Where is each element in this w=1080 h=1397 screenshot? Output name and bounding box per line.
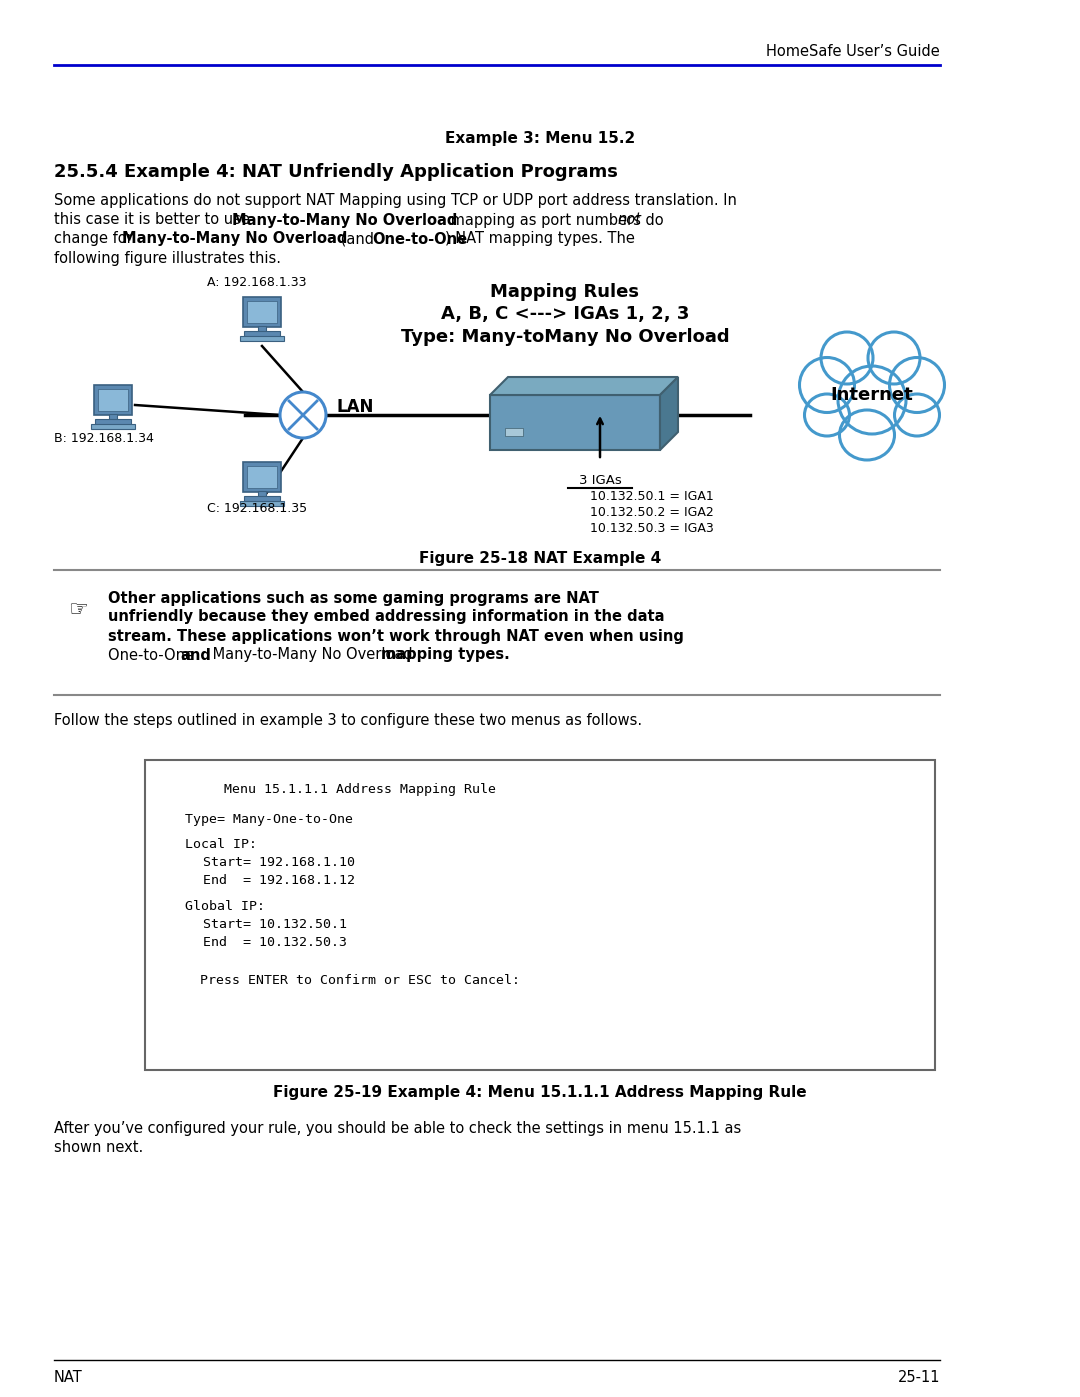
Text: Example 3: Menu 15.2: Example 3: Menu 15.2 xyxy=(445,130,635,145)
Text: 10.132.50.1 = IGA1: 10.132.50.1 = IGA1 xyxy=(590,490,714,503)
Text: Global IP:: Global IP: xyxy=(185,900,265,912)
Text: NAT: NAT xyxy=(54,1369,83,1384)
Text: 10.132.50.2 = IGA2: 10.132.50.2 = IGA2 xyxy=(590,507,714,520)
Text: (and: (and xyxy=(336,232,379,246)
Text: End  = 192.168.1.12: End = 192.168.1.12 xyxy=(203,875,355,887)
Text: A, B, C <---> IGAs 1, 2, 3: A, B, C <---> IGAs 1, 2, 3 xyxy=(441,305,689,323)
Text: Internet: Internet xyxy=(831,386,914,404)
Text: Follow the steps outlined in example 3 to configure these two menus as follows.: Follow the steps outlined in example 3 t… xyxy=(54,714,643,728)
Polygon shape xyxy=(490,377,678,395)
Text: B: 192.168.1.34: B: 192.168.1.34 xyxy=(54,432,153,444)
Text: Start= 192.168.1.10: Start= 192.168.1.10 xyxy=(203,856,355,869)
Text: Many-to-Many No Overload: Many-to-Many No Overload xyxy=(208,647,417,662)
Text: Mapping Rules: Mapping Rules xyxy=(490,284,639,300)
Text: End  = 10.132.50.3: End = 10.132.50.3 xyxy=(203,936,347,949)
Text: 25-11: 25-11 xyxy=(897,1369,940,1384)
Text: ☞: ☞ xyxy=(68,599,87,620)
Ellipse shape xyxy=(838,366,906,434)
Bar xyxy=(95,419,131,425)
Circle shape xyxy=(280,393,326,439)
Text: change for: change for xyxy=(54,232,137,246)
Text: shown next.: shown next. xyxy=(54,1140,144,1154)
Bar xyxy=(91,425,135,429)
Bar xyxy=(258,490,266,497)
Text: not: not xyxy=(617,212,642,228)
Text: LAN: LAN xyxy=(336,398,374,416)
Bar xyxy=(505,427,523,436)
Text: following figure illustrates this.: following figure illustrates this. xyxy=(54,250,281,265)
Bar xyxy=(247,300,276,323)
Text: stream. These applications won’t work through NAT even when using: stream. These applications won’t work th… xyxy=(108,629,684,644)
Text: mapping types.: mapping types. xyxy=(381,647,510,662)
Ellipse shape xyxy=(868,332,920,384)
Text: After you’ve configured your rule, you should be able to check the settings in m: After you’ve configured your rule, you s… xyxy=(54,1120,741,1136)
Bar xyxy=(258,326,266,332)
Bar xyxy=(243,298,281,327)
Text: One-to-One: One-to-One xyxy=(108,647,199,662)
Bar xyxy=(109,414,117,420)
Text: and: and xyxy=(180,647,211,662)
Text: ) NAT mapping types. The: ) NAT mapping types. The xyxy=(445,232,635,246)
Text: Other applications such as some gaming programs are NAT: Other applications such as some gaming p… xyxy=(108,591,599,605)
Bar xyxy=(243,462,281,492)
Text: A: 192.168.1.33: A: 192.168.1.33 xyxy=(207,277,307,289)
Bar xyxy=(145,760,935,1070)
Text: Start= 10.132.50.1: Start= 10.132.50.1 xyxy=(203,918,347,930)
Text: Type= Many-One-to-One: Type= Many-One-to-One xyxy=(185,813,353,827)
Text: Menu 15.1.1.1 Address Mapping Rule: Menu 15.1.1.1 Address Mapping Rule xyxy=(224,784,496,796)
Polygon shape xyxy=(490,395,660,450)
Text: 25.5.4 Example 4: NAT Unfriendly Application Programs: 25.5.4 Example 4: NAT Unfriendly Applica… xyxy=(54,163,618,182)
Text: Some applications do not support NAT Mapping using TCP or UDP port address trans: Some applications do not support NAT Map… xyxy=(54,194,737,208)
Ellipse shape xyxy=(890,358,945,412)
Ellipse shape xyxy=(805,394,850,436)
Ellipse shape xyxy=(799,358,854,412)
Text: Type: Many-toMany No Overload: Type: Many-toMany No Overload xyxy=(401,328,729,346)
Text: Press ENTER to Confirm or ESC to Cancel:: Press ENTER to Confirm or ESC to Cancel: xyxy=(200,974,519,986)
Bar xyxy=(240,337,284,341)
Bar xyxy=(247,467,276,488)
Text: 3 IGAs: 3 IGAs xyxy=(579,474,621,486)
Text: C: 192.168.1.35: C: 192.168.1.35 xyxy=(207,502,307,514)
Bar xyxy=(94,386,132,415)
Text: 10.132.50.3 = IGA3: 10.132.50.3 = IGA3 xyxy=(590,522,714,535)
Text: HomeSafe User’s Guide: HomeSafe User’s Guide xyxy=(766,45,940,60)
Text: One-to-One: One-to-One xyxy=(372,232,468,246)
Bar xyxy=(244,331,280,337)
Bar xyxy=(244,496,280,502)
Ellipse shape xyxy=(821,332,873,384)
Text: mapping as port numbers do: mapping as port numbers do xyxy=(446,212,669,228)
Text: this case it is better to use: this case it is better to use xyxy=(54,212,255,228)
Text: Figure 25-18 NAT Example 4: Figure 25-18 NAT Example 4 xyxy=(419,550,661,566)
Text: Many-to-Many No Overload: Many-to-Many No Overload xyxy=(232,212,457,228)
Bar xyxy=(240,502,284,506)
Text: unfriendly because they embed addressing information in the data: unfriendly because they embed addressing… xyxy=(108,609,664,624)
Ellipse shape xyxy=(894,394,940,436)
Text: Figure 25-19 Example 4: Menu 15.1.1.1 Address Mapping Rule: Figure 25-19 Example 4: Menu 15.1.1.1 Ad… xyxy=(273,1084,807,1099)
Text: Many-to-Many No Overload: Many-to-Many No Overload xyxy=(122,232,348,246)
Ellipse shape xyxy=(839,409,894,460)
Text: Local IP:: Local IP: xyxy=(185,838,257,852)
Polygon shape xyxy=(660,377,678,450)
Bar xyxy=(98,388,129,411)
